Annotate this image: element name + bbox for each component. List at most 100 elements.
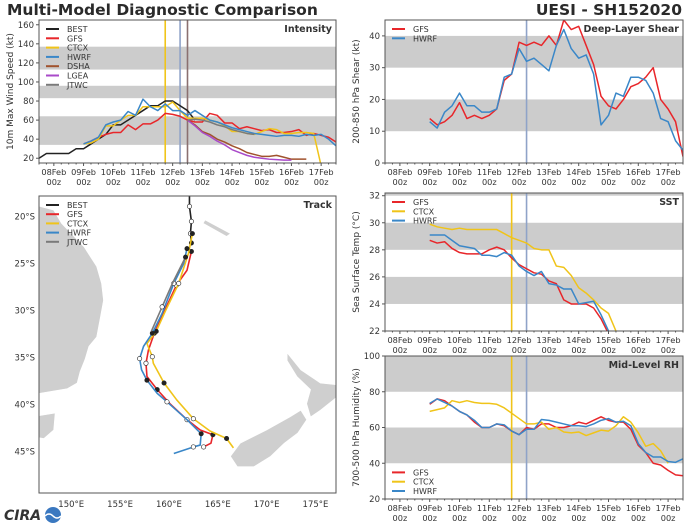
y-tick-label: 100 [18,78,34,88]
legend-label: HWRF [67,53,91,62]
legend-label: HWRF [413,217,437,226]
x-tick-label-date: 16Feb [279,167,304,177]
y-tick-label: 32 [369,192,380,202]
intensity-series-ctcx [83,101,322,163]
x-tick-label-hour: 00z [512,177,527,187]
y-axis-label: Sea Surface Temp (°C) [352,211,362,312]
y-tick-label: 45°S [15,448,35,458]
x-tick-label-date: 13Feb [536,167,561,177]
storm-id: UESI - SH152020 [535,1,682,19]
x-tick-label-date: 10Feb [101,167,126,177]
rh-series-ctcx [429,399,669,464]
y-tick-label: 20 [369,495,380,505]
x-tick-label-date: 17Feb [656,335,681,345]
legend-label: GFS [413,198,429,207]
track-point-hwrf [137,356,143,362]
sst-panel: 22242628303208Feb00z09Feb00z10Feb00z11Fe… [352,192,684,355]
x-tick-label-date: 13Feb [536,335,561,345]
track-point-jtwc [183,254,189,260]
x-tick-label-hour: 00z [512,513,527,523]
x-tick-label-date: 08Feb [41,167,66,177]
legend-label: BEST [67,25,88,34]
x-tick-label-hour: 00z [661,345,676,355]
shaded-band [385,99,683,132]
x-tick-label-date: 14Feb [566,335,591,345]
intensity-series-best [39,100,196,159]
x-tick-label: 160°E [156,500,182,510]
x-tick-label-date: 14Feb [220,167,245,177]
track-point-jtwc [159,304,165,310]
sst-plot-area [385,193,683,331]
x-tick-label-date: 11Feb [477,335,502,345]
x-tick-label: 150°E [58,500,84,510]
y-tick-label: 60 [369,424,380,434]
shaded-band [385,193,683,196]
x-tick-label-date: 12Feb [507,167,532,177]
x-tick-label-hour: 00z [571,513,586,523]
track-line-jtwc [150,256,187,332]
x-tick-label-hour: 00z [284,177,299,187]
x-tick-label-hour: 00z [601,177,616,187]
panel-title: SST [659,197,679,208]
logo-bg [3,506,41,522]
x-tick-label-date: 15Feb [249,167,274,177]
y-tick-label: 0 [375,159,380,169]
x-tick-label-date: 11Feb [130,167,155,177]
shear-plot-area [385,20,683,163]
track-point-best [186,203,192,209]
logo-wave [44,513,62,519]
track-point-best [188,218,194,224]
sst-series-ctcx [429,223,617,331]
x-tick-label: 170°E [254,500,280,510]
track-point-hwrf [149,330,155,336]
y-tick-label: 30 [369,64,380,74]
track-panel: 150°E 155°E 160°E 165°E 170°E 175°E 20°S 25°S 30… [15,195,337,510]
shaded-band [385,35,683,68]
x-tick-label-hour: 00z [601,513,616,523]
intensity-series-hwrf [83,98,336,147]
x-tick-label-hour: 00z [542,345,557,355]
shaded-band [385,356,683,392]
track-point-ctcx [190,416,196,422]
intensity-series-lgea [187,119,292,161]
y-tick-label: 40 [369,32,380,42]
x-tick-label-hour: 00z [571,345,586,355]
x-tick-label-hour: 00z [601,345,616,355]
x-tick-label-date: 09Feb [417,335,442,345]
legend-label: LGEA [67,72,89,81]
sst-series-hwrf [429,234,610,331]
y-tick-label: 140 [18,40,34,50]
y-axis-label: 10m Max Wind Speed (kt) [6,33,16,150]
x-tick-label-hour: 00z [661,513,676,523]
track-point-hwrf [164,399,170,405]
track-series [137,196,235,455]
x-tick-label-hour: 00z [165,177,180,187]
x-tick-label-date: 12Feb [507,503,532,513]
y-tick-label: 20 [369,95,380,105]
track-point-hwrf [144,377,150,383]
track-point-hwrf [198,431,204,437]
x-tick-label-date: 14Feb [566,167,591,177]
x-tick-label-hour: 00z [422,513,437,523]
track-point-hwrf [190,444,196,450]
y-tick-label: 22 [369,327,380,337]
x-tick-label-date: 14Feb [566,503,591,513]
x-tick-label-date: 09Feb [417,167,442,177]
legend-label: GFS [413,468,429,477]
x-tick-label-hour: 00z [452,345,467,355]
shaded-band [385,222,683,250]
x-tick-label-hour: 00z [254,177,269,187]
y-tick-label: 26 [369,273,380,283]
track-frame [38,195,337,494]
track-point-hwrf [184,246,190,252]
y-tick-label: 35°S [15,354,35,364]
track-line-hwrf [138,248,202,455]
shear-series-hwrf [429,28,683,151]
tasmania-landmass [39,412,56,439]
x-tick-label-hour: 00z [631,513,646,523]
y-tick-label: 60 [23,116,34,126]
intensity-series-gfs [83,112,336,145]
x-tick-label-hour: 00z [661,177,676,187]
x-tick-label-hour: 00z [482,513,497,523]
track-point-gfs [201,444,207,450]
